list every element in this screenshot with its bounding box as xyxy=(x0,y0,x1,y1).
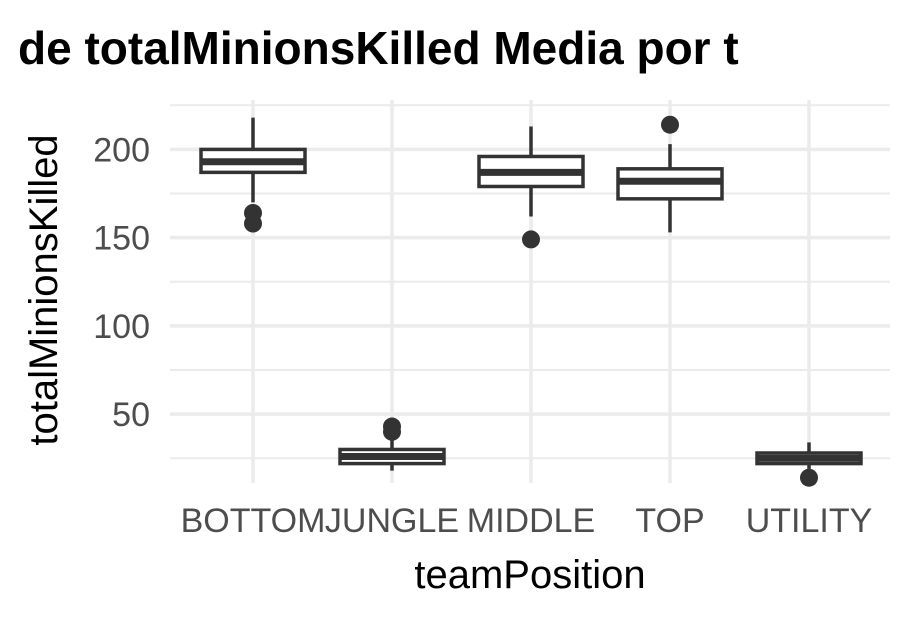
box-jungle xyxy=(338,417,446,471)
y-tick-label: 150 xyxy=(93,220,150,258)
box-layer xyxy=(199,115,863,487)
outlier-point xyxy=(800,468,818,487)
x-tick-label: TOP xyxy=(635,502,704,540)
x-tick-label: MIDDLE xyxy=(467,502,595,540)
box-top xyxy=(616,115,724,233)
x-tick-label: JUNGLE xyxy=(325,502,459,540)
label-layer: 50 100 150 200 BOTTOM JUNGLE MIDDLE TOP UTILITY xyxy=(93,131,872,540)
x-axis-title: teamPosition xyxy=(414,553,645,597)
chart-title: de totalMinionsKilled Media por t xyxy=(18,22,739,74)
box-bottom xyxy=(199,117,307,233)
y-tick-label: 100 xyxy=(93,308,150,346)
outlier-point xyxy=(522,230,540,249)
box-middle xyxy=(477,126,585,249)
y-tick-label: 50 xyxy=(112,396,150,434)
outlier-point xyxy=(661,115,679,134)
y-tick-label: 200 xyxy=(93,131,150,169)
x-tick-label: BOTTOM xyxy=(181,502,326,540)
y-axis-title: totalMinionsKilled xyxy=(22,134,66,445)
outlier-point xyxy=(383,422,401,441)
x-tick-label: UTILITY xyxy=(746,502,873,540)
box-utility xyxy=(755,442,863,487)
outlier-point xyxy=(244,214,262,233)
